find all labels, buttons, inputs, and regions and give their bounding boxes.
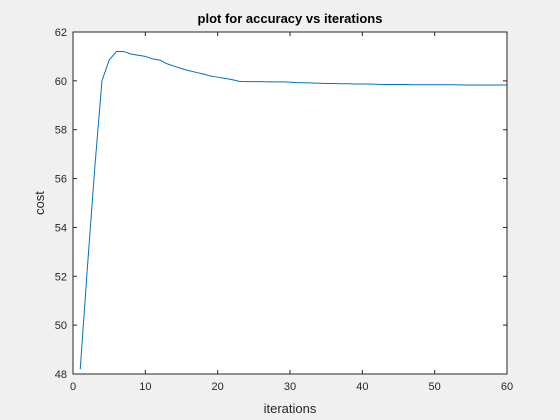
x-axis-ticks: 0 10 20 30 40 50 60 xyxy=(70,32,513,393)
y-tick-label: 50 xyxy=(55,320,67,332)
y-tick-label: 48 xyxy=(55,369,67,381)
series-layer xyxy=(79,51,507,370)
y-tick-label: 58 xyxy=(55,125,67,137)
x-tick-label: 40 xyxy=(356,381,368,393)
series-line xyxy=(79,51,507,370)
x-tick-label: 30 xyxy=(284,381,296,393)
y-tick-label: 54 xyxy=(55,222,67,234)
y-tick-label: 52 xyxy=(55,271,67,283)
x-tick-label: 50 xyxy=(429,381,441,393)
y-tick-label: 60 xyxy=(55,76,67,88)
y-axis-label: cost xyxy=(32,191,47,215)
x-tick-label: 20 xyxy=(212,381,224,393)
x-tick-label: 0 xyxy=(70,381,76,393)
y-tick-label: 62 xyxy=(55,27,67,39)
chart-title: plot for accuracy vs iterations xyxy=(198,11,383,26)
y-axis-ticks: 48 50 52 54 56 58 60 62 xyxy=(55,27,507,381)
x-axis-label: iterations xyxy=(264,401,317,416)
y-tick-label: 56 xyxy=(55,174,67,186)
x-tick-label: 60 xyxy=(501,381,513,393)
plot-area xyxy=(73,32,507,374)
x-tick-label: 10 xyxy=(139,381,151,393)
